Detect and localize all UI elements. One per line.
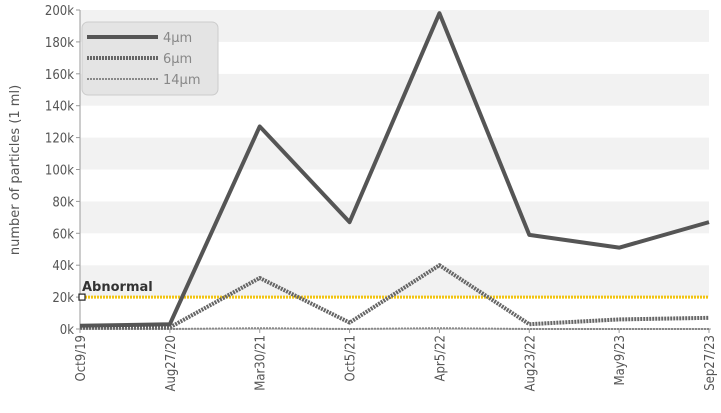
- x-tick-label: May9/23: [613, 335, 628, 385]
- x-tick-label: Oct9/19: [74, 335, 89, 381]
- y-tick-label: 0k: [60, 323, 74, 338]
- y-tick-label: 100k: [45, 164, 74, 179]
- series-lines: [79, 11, 710, 330]
- legend-label: 6μm: [163, 52, 192, 67]
- y-tick-labels: 0k 20k 40k 60k 80k 100k 120k 140k 160k 180k 200k: [45, 4, 74, 338]
- y-tick-label: 40k: [52, 259, 74, 274]
- grid-band: [80, 137, 709, 170]
- y-tick-label: 160k: [45, 68, 74, 83]
- legend-label: 4μm: [163, 31, 192, 46]
- abnormal-label: Abnormal: [82, 280, 153, 295]
- y-tick-label: 180k: [45, 36, 74, 51]
- x-tick-label: Oct5/21: [344, 335, 359, 381]
- y-tick-label: 60k: [52, 227, 74, 242]
- x-tick-label: Apr5/22: [433, 335, 448, 382]
- legend: 4μm 6μm 14μm: [81, 21, 219, 96]
- x-tick-labels: Oct9/19 Aug27/20 Mar30/21 Oct5/21 Apr5/22 Aug…: [74, 335, 718, 392]
- abnormal-marker: [78, 293, 86, 301]
- y-axis-title: number of particles (1 ml): [8, 85, 23, 255]
- x-tick-label: Aug27/20: [164, 335, 179, 392]
- y-tick-label: 140k: [45, 100, 74, 115]
- abnormal-threshold: Abnormal: [78, 280, 709, 301]
- y-tick-label: 20k: [52, 291, 74, 306]
- y-tick-label: 80k: [52, 195, 74, 210]
- grid-band: [80, 201, 709, 234]
- x-tick-label: Aug23/22: [523, 335, 538, 392]
- x-tick-label: Sep27/23: [703, 335, 718, 391]
- grid-band: [80, 233, 709, 266]
- y-tick-label: 120k: [45, 132, 74, 147]
- series-line: [79, 11, 710, 328]
- series-line: [80, 263, 710, 330]
- legend-label: 14μm: [163, 73, 200, 88]
- x-tick-label: Mar30/21: [254, 335, 269, 391]
- grid-band: [80, 169, 709, 202]
- grid-band: [80, 297, 709, 329]
- y-tick-label: 200k: [45, 4, 74, 19]
